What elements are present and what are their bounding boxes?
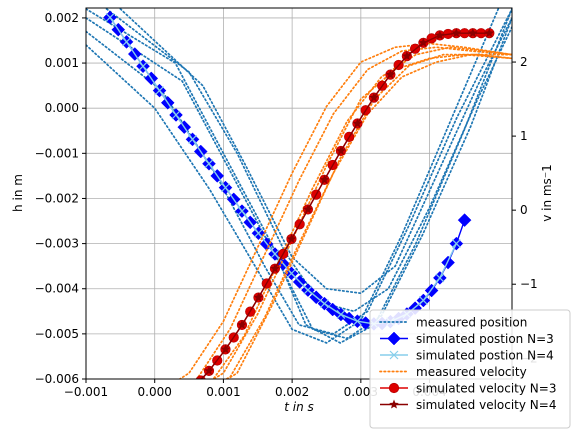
y-tick-label-left: 0.000 — [45, 101, 79, 115]
legend-label: simulated postion N=4 — [416, 349, 554, 363]
y-tick-label-right: 0 — [520, 203, 528, 217]
grid — [85, 8, 512, 380]
data-point — [138, 61, 148, 71]
series-measured-velocity — [178, 42, 512, 379]
measured-line — [212, 53, 512, 379]
data-point — [204, 159, 214, 169]
y-axis-label-left: h in m — [11, 174, 25, 212]
legend-entry: simulated postion N=3 — [380, 331, 554, 346]
plot-frame — [85, 7, 513, 380]
data-point — [441, 255, 455, 270]
y-axis-label-right: v in ms⁻1 — [540, 164, 554, 222]
measured-line — [86, 17, 512, 340]
data-point — [369, 92, 379, 102]
data-point — [188, 134, 197, 144]
y-tick-label-left: −0.002 — [35, 191, 79, 205]
x-tick-label: 0.003 — [344, 385, 378, 399]
data-point — [122, 37, 131, 47]
data-point — [457, 213, 472, 227]
data-point — [336, 145, 346, 155]
y-tick-label-left: −0.004 — [35, 282, 79, 296]
data-point — [237, 319, 247, 329]
data-point — [270, 249, 280, 259]
y-tick-label-left: 0.001 — [45, 56, 79, 70]
x-axis-label: t in s — [284, 400, 314, 414]
data-point — [336, 310, 346, 319]
measured-line — [212, 46, 512, 379]
y-tick-label-left: −0.006 — [35, 372, 79, 386]
data-point — [418, 296, 428, 305]
data-point — [468, 28, 478, 38]
legend-label: simulated velocity N=4 — [416, 398, 556, 412]
legend-entry: simulated velocity N=3 — [380, 382, 556, 396]
legend-marker — [389, 399, 399, 409]
measured-line — [178, 42, 512, 379]
y-tick-label-left: 0.002 — [45, 11, 79, 25]
data-point — [352, 118, 363, 128]
legend-label: measured position — [416, 316, 527, 330]
measured-line — [195, 46, 512, 379]
legend-entry: simulated velocity N=4 — [380, 398, 556, 412]
measured-line — [86, 8, 512, 344]
y-tick-label-left: −0.003 — [35, 237, 79, 251]
data-point — [204, 365, 214, 375]
data-point — [237, 206, 247, 216]
data-point — [220, 344, 231, 354]
y-tick-label-left: −0.001 — [35, 146, 79, 160]
data-point — [451, 28, 462, 38]
data-point — [352, 316, 362, 326]
data-point — [303, 204, 313, 214]
legend-label: simulated postion N=3 — [416, 332, 554, 346]
data-point — [484, 28, 495, 38]
data-point — [286, 234, 297, 244]
data-point — [402, 51, 412, 61]
data-point — [171, 110, 181, 120]
y-tick-label-right: 1 — [520, 129, 528, 143]
measured-line — [119, 8, 512, 295]
legend-box — [369, 309, 571, 429]
data-point — [270, 263, 280, 273]
legend-label: measured velocity — [416, 365, 527, 379]
measured-line — [86, 8, 512, 335]
legend-marker — [389, 350, 399, 360]
measured-line — [225, 53, 512, 379]
data-point — [435, 273, 445, 283]
data-point — [221, 183, 230, 193]
data-point — [303, 285, 313, 295]
data-point — [435, 30, 445, 40]
data-point — [319, 174, 330, 184]
data-point — [253, 292, 264, 302]
series-simulated-velocity-n-4 — [200, 28, 495, 379]
data-point — [385, 69, 396, 79]
x-tick-label: 0.002 — [275, 385, 309, 399]
x-tick-label: 0.000 — [138, 385, 172, 399]
legend-entry: measured position — [379, 316, 527, 330]
legend-label: simulated velocity N=3 — [416, 382, 556, 396]
x-tick-label: 0.001 — [206, 385, 240, 399]
legend-entry: simulated postion N=4 — [380, 349, 554, 363]
data-point — [254, 228, 263, 238]
data-point — [105, 13, 115, 22]
legend: measured position simulated postion N=3 si… — [369, 309, 571, 429]
data-point — [451, 239, 461, 249]
legend-entry: measured velocity — [379, 365, 527, 379]
y-tick-label-left: −0.005 — [35, 327, 79, 341]
data-point — [418, 37, 429, 47]
legend-marker — [387, 331, 401, 346]
y-tick-label-right: 2 — [520, 55, 528, 69]
legend-marker — [388, 382, 400, 394]
data-point — [319, 299, 329, 309]
data-point — [155, 86, 164, 96]
y-tick-label-right: −1 — [520, 277, 538, 291]
measured-line — [86, 8, 500, 344]
x-tick-label: −0.001 — [64, 385, 108, 399]
